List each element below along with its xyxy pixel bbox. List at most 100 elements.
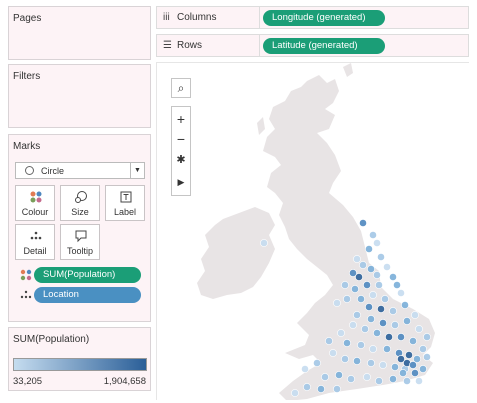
city-point[interactable] — [365, 245, 373, 253]
city-point[interactable] — [367, 315, 375, 323]
city-point[interactable] — [343, 295, 351, 303]
city-point[interactable] — [405, 351, 413, 359]
city-point[interactable] — [411, 311, 419, 319]
city-point[interactable] — [349, 269, 357, 277]
city-point[interactable] — [335, 371, 343, 379]
uk-map[interactable] — [157, 63, 469, 400]
city-point[interactable] — [397, 333, 405, 341]
city-point[interactable] — [349, 321, 357, 329]
detail-button[interactable]: Detail — [15, 224, 55, 260]
city-point[interactable] — [413, 355, 421, 363]
city-point[interactable] — [381, 295, 389, 303]
city-point[interactable] — [363, 281, 371, 289]
size-button[interactable]: Size — [60, 185, 100, 221]
city-point[interactable] — [369, 231, 377, 239]
city-point[interactable] — [379, 361, 387, 369]
zoom-in-icon[interactable]: + — [176, 111, 186, 127]
city-point[interactable] — [353, 255, 361, 263]
city-point[interactable] — [415, 377, 423, 385]
label-button[interactable]: Label — [105, 185, 145, 221]
city-point[interactable] — [361, 325, 369, 333]
city-point[interactable] — [389, 375, 397, 383]
population-pill[interactable]: SUM(Population) — [34, 267, 141, 283]
zoom-out-icon[interactable]: − — [176, 131, 186, 147]
city-point[interactable] — [325, 337, 333, 345]
city-point[interactable] — [357, 341, 365, 349]
city-point[interactable] — [373, 329, 381, 337]
city-point[interactable] — [353, 311, 361, 319]
city-point[interactable] — [419, 345, 427, 353]
city-point[interactable] — [291, 389, 299, 397]
city-point[interactable] — [367, 359, 375, 367]
city-point[interactable] — [383, 263, 391, 271]
city-point[interactable] — [303, 383, 311, 391]
city-point[interactable] — [260, 239, 268, 247]
city-point[interactable] — [391, 321, 399, 329]
city-point[interactable] — [351, 285, 359, 293]
city-point[interactable] — [399, 369, 407, 377]
city-point[interactable] — [375, 377, 383, 385]
city-point[interactable] — [367, 265, 375, 273]
city-point[interactable] — [313, 359, 321, 367]
city-point[interactable] — [423, 353, 431, 361]
location-pill[interactable]: Location — [34, 287, 141, 303]
city-point[interactable] — [341, 355, 349, 363]
city-point[interactable] — [343, 339, 351, 347]
city-point[interactable] — [409, 361, 417, 369]
search-button[interactable]: ⌕ — [171, 78, 191, 98]
city-point[interactable] — [419, 365, 427, 373]
city-point[interactable] — [409, 337, 417, 345]
city-point[interactable] — [389, 273, 397, 281]
city-point[interactable] — [403, 317, 411, 325]
city-point[interactable] — [375, 281, 383, 289]
city-point[interactable] — [355, 273, 363, 281]
city-point[interactable] — [391, 363, 399, 371]
city-point[interactable] — [317, 385, 325, 393]
city-point[interactable] — [397, 289, 405, 297]
city-point[interactable] — [357, 295, 365, 303]
city-point[interactable] — [337, 329, 345, 337]
city-point[interactable] — [377, 305, 385, 313]
city-point[interactable] — [365, 303, 373, 311]
city-point[interactable] — [393, 281, 401, 289]
city-point[interactable] — [369, 345, 377, 353]
city-point[interactable] — [359, 261, 367, 269]
city-point[interactable] — [333, 385, 341, 393]
columns-shelf[interactable]: iii Columns Longitude (generated) — [156, 6, 469, 29]
city-point[interactable] — [301, 365, 309, 373]
city-point[interactable] — [383, 345, 391, 353]
city-point[interactable] — [423, 333, 431, 341]
chevron-down-icon[interactable]: ▼ — [130, 163, 144, 178]
map-view[interactable]: ⌕ + − ✱ ▶ — [156, 62, 469, 400]
city-point[interactable] — [363, 373, 371, 381]
city-point[interactable] — [373, 239, 381, 247]
city-point[interactable] — [379, 319, 387, 327]
mark-type-dropdown[interactable]: Circle ▼ — [15, 162, 145, 179]
city-point[interactable] — [359, 219, 367, 227]
city-point[interactable] — [347, 375, 355, 383]
city-point[interactable] — [353, 357, 361, 365]
tooltip-button[interactable]: Tooltip — [60, 224, 100, 260]
pages-shelf[interactable]: Pages — [8, 6, 151, 60]
city-point[interactable] — [369, 291, 377, 299]
colour-button[interactable]: Colour — [15, 185, 55, 221]
city-point[interactable] — [341, 281, 349, 289]
pin-reset-icon[interactable]: ✱ — [176, 154, 186, 166]
city-point[interactable] — [385, 333, 393, 341]
city-point[interactable] — [373, 271, 381, 279]
expand-icon[interactable]: ▶ — [177, 177, 185, 187]
city-point[interactable] — [403, 377, 411, 385]
latitude-pill[interactable]: Latitude (generated) — [263, 38, 385, 54]
rows-shelf[interactable]: ☰ Rows Latitude (generated) — [156, 34, 469, 57]
longitude-pill[interactable]: Longitude (generated) — [263, 10, 385, 26]
city-point[interactable] — [329, 349, 337, 357]
city-point[interactable] — [333, 299, 341, 307]
city-point[interactable] — [411, 369, 419, 377]
filters-shelf[interactable]: Filters — [8, 64, 151, 128]
city-point[interactable] — [377, 253, 385, 261]
city-point[interactable] — [401, 301, 409, 309]
city-point[interactable] — [397, 355, 405, 363]
city-point[interactable] — [321, 373, 329, 381]
city-point[interactable] — [389, 307, 397, 315]
city-point[interactable] — [415, 325, 423, 333]
